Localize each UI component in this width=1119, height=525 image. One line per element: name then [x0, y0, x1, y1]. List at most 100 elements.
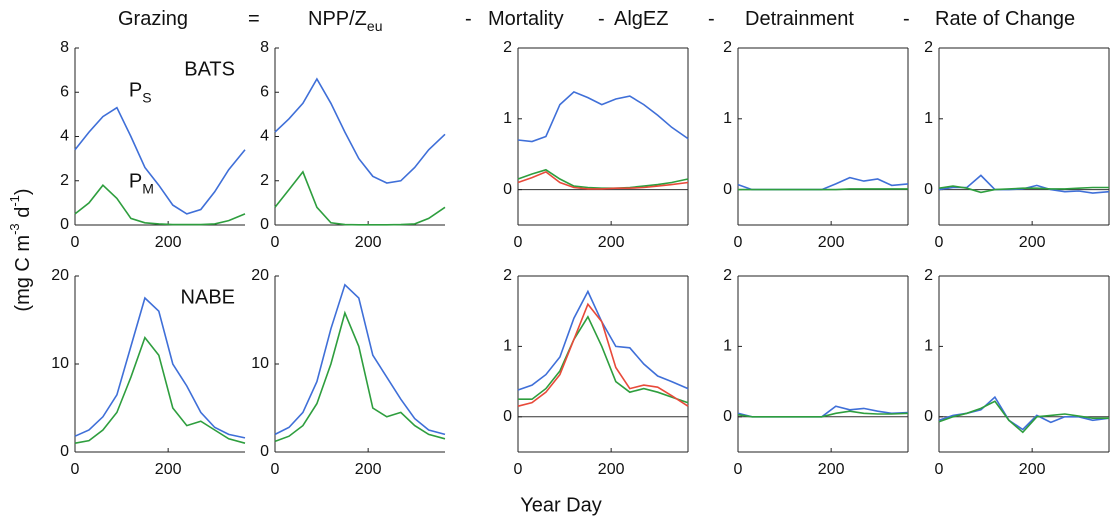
x-tick-label: 0	[514, 234, 523, 251]
y-tick-label: 10	[251, 355, 269, 372]
x-tick-label: 0	[514, 461, 523, 478]
header-subscript: eu	[367, 18, 383, 34]
y-tick-label: 1	[723, 110, 732, 127]
x-tick-label: 200	[598, 461, 625, 478]
y-tick-label: 2	[260, 172, 269, 189]
series-line	[517, 170, 689, 190]
x-tick-label: 200	[355, 461, 382, 478]
x-tick-label: 0	[271, 234, 280, 251]
y-tick-label: 2	[723, 39, 732, 56]
y-label-superscript: -3	[7, 223, 22, 235]
series-line	[938, 174, 1110, 194]
y-tick-label: 2	[723, 267, 732, 284]
y-tick-label: 0	[260, 216, 269, 233]
header-text: Grazing	[118, 8, 188, 30]
y-tick-label: 6	[260, 83, 269, 100]
header-text: =	[248, 8, 260, 30]
series-line	[74, 184, 246, 226]
header-term: AlgEZ	[614, 8, 668, 30]
series-line	[274, 310, 446, 443]
y-tick-label: 2	[503, 39, 512, 56]
series-line	[938, 185, 1109, 194]
y-tick-label: 10	[51, 355, 69, 372]
series-subscript: M	[142, 180, 154, 196]
series-line	[74, 106, 246, 215]
series-line	[517, 90, 689, 143]
x-tick-label: 0	[71, 461, 80, 478]
x-axis-label: Year Day	[520, 494, 602, 516]
y-label-text: d	[12, 207, 34, 224]
y-tick-label: 0	[723, 181, 732, 198]
y-label-text: (mg C m	[12, 235, 34, 312]
header-term: -	[903, 8, 910, 30]
header-text: NPP/Z	[308, 8, 367, 30]
header-text: -	[598, 8, 605, 30]
series-name: P	[129, 171, 142, 193]
y-tick-label: 8	[60, 39, 69, 56]
y-tick-label: 2	[924, 267, 933, 284]
header-term: -	[465, 8, 472, 30]
header-text: Mortality	[488, 8, 564, 30]
header-text: Detrainment	[745, 8, 854, 30]
y-tick-label: 0	[503, 181, 512, 198]
x-tick-label: 200	[355, 234, 382, 251]
header-term: -	[598, 8, 605, 30]
series-subscript: S	[142, 89, 151, 105]
header-term: Rate of Change	[935, 8, 1075, 30]
site-label: NABE	[181, 286, 235, 308]
y-tick-label: 0	[723, 408, 732, 425]
x-tick-label: 200	[155, 461, 182, 478]
y-tick-label: 1	[503, 110, 512, 127]
header-term: =	[248, 8, 260, 30]
x-tick-label: 0	[935, 461, 944, 478]
series-line	[737, 410, 909, 418]
x-tick-label: 200	[1019, 461, 1046, 478]
y-tick-label: 1	[723, 338, 732, 355]
x-tick-label: 0	[734, 461, 743, 478]
y-tick-label: 4	[60, 128, 69, 145]
header-term: Detrainment	[745, 8, 854, 30]
y-tick-label: 1	[503, 338, 512, 355]
series-line	[274, 283, 446, 436]
x-tick-label: 200	[818, 461, 845, 478]
series-line	[938, 400, 1109, 434]
x-tick-label: 0	[935, 234, 944, 251]
series-line	[517, 289, 689, 391]
y-tick-label: 0	[924, 408, 933, 425]
series-line	[274, 77, 446, 184]
y-tick-label: 0	[260, 443, 269, 460]
y-tick-label: 6	[60, 83, 69, 100]
series-label: PM	[129, 171, 154, 196]
series-line	[74, 335, 246, 444]
y-tick-label: 20	[251, 267, 269, 284]
y-tick-label: 2	[924, 39, 933, 56]
y-tick-label: 20	[51, 267, 69, 284]
y-axis-label: (mg C m-3 d-1)	[7, 188, 34, 311]
y-tick-label: 0	[60, 443, 69, 460]
site-label: BATS	[184, 58, 235, 80]
y-tick-label: 1	[924, 110, 933, 127]
y-tick-label: 0	[503, 408, 512, 425]
series-line	[738, 188, 908, 191]
x-tick-label: 200	[598, 234, 625, 251]
header-term: NPP/Zeu	[308, 8, 382, 33]
y-label-superscript: -1	[7, 195, 22, 207]
y-tick-label: 1	[924, 338, 933, 355]
x-tick-label: 200	[818, 234, 845, 251]
header-text: -	[465, 8, 472, 30]
header-term: -	[708, 8, 715, 30]
y-tick-label: 0	[60, 216, 69, 233]
series-line	[517, 302, 689, 407]
x-tick-label: 200	[155, 234, 182, 251]
header-text: Rate of Change	[935, 8, 1075, 30]
y-tick-label: 2	[503, 267, 512, 284]
header-text: -	[903, 8, 910, 30]
y-tick-label: 2	[60, 172, 69, 189]
series-name: P	[129, 80, 142, 102]
series-line	[74, 296, 246, 439]
series-line	[737, 176, 909, 191]
x-tick-label: 0	[271, 461, 280, 478]
header-text: -	[708, 8, 715, 30]
x-tick-label: 200	[1019, 234, 1046, 251]
